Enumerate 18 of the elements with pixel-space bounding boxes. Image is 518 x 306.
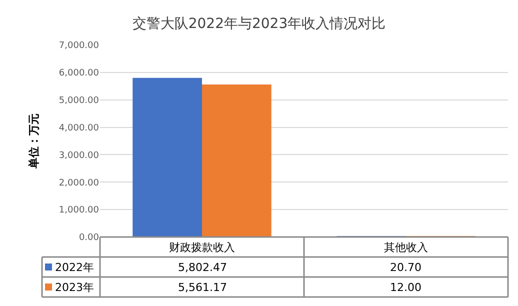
y-tick-label: 1,000.00 (58, 206, 100, 216)
y-tick-label: 6,000.00 (58, 68, 100, 79)
y-tick-label: 3,000.00 (58, 150, 100, 161)
legend-label: 2023年 (55, 281, 94, 294)
data-label: 12.00 (390, 281, 422, 294)
y-tick-label: 0.00 (78, 233, 100, 244)
y-tick-label: 5,000.00 (58, 96, 100, 106)
x-tick-label: 其他收入 (384, 241, 428, 254)
data-label: 20.70 (390, 261, 422, 274)
data-label: 5,802.47 (178, 261, 227, 274)
x-tick-label: 财政拨款收入 (169, 241, 235, 254)
y-tick-label: 2,000.00 (58, 178, 100, 188)
y-axis-title: 单位：万元 (28, 114, 41, 170)
chart-title: 交警大队2022年与2023年收入情况对比 (132, 16, 386, 32)
y-tick-label: 7,000.00 (58, 41, 100, 52)
data-label: 5,561.17 (178, 281, 227, 294)
y-tick-label: 4,000.00 (58, 123, 100, 134)
legend-label: 2022年 (55, 261, 94, 274)
